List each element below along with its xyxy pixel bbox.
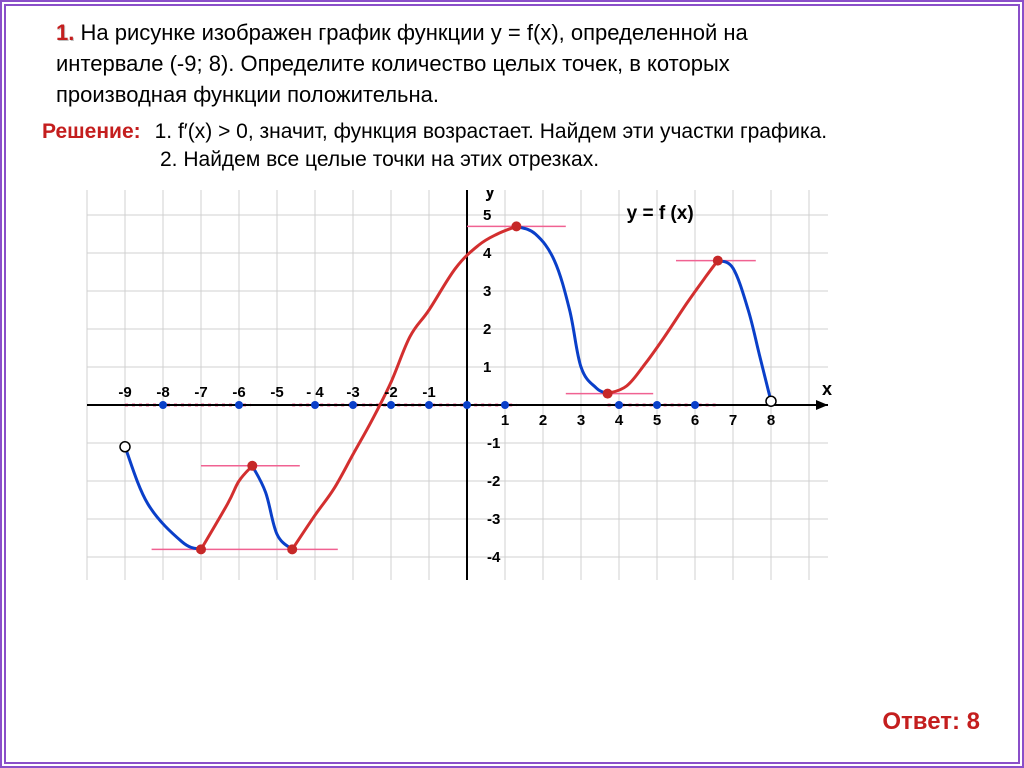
svg-text:х: х bbox=[822, 379, 832, 399]
svg-text:3: 3 bbox=[483, 283, 491, 300]
svg-text:y = f (x): y = f (x) bbox=[627, 203, 694, 224]
svg-text:3: 3 bbox=[577, 412, 585, 429]
svg-text:-7: -7 bbox=[194, 384, 207, 401]
svg-text:6: 6 bbox=[691, 412, 699, 429]
svg-text:-5: -5 bbox=[270, 384, 283, 401]
svg-text:-9: -9 bbox=[118, 384, 131, 401]
solution-label: Решение: bbox=[42, 120, 141, 144]
svg-text:1: 1 bbox=[483, 359, 491, 376]
svg-text:-1: -1 bbox=[487, 435, 500, 452]
svg-text:-8: -8 bbox=[156, 384, 169, 401]
svg-text:4: 4 bbox=[483, 245, 492, 262]
problem-line2: интервале (-9; 8). Определите количество… bbox=[56, 51, 730, 76]
svg-text:-3: -3 bbox=[487, 511, 500, 528]
problem-text: 1. На рисунке изображен график функции у… bbox=[22, 18, 1002, 110]
svg-text:-6: -6 bbox=[232, 384, 245, 401]
svg-text:-2: -2 bbox=[487, 473, 500, 490]
problem-line3: производная функции положительна. bbox=[56, 82, 439, 107]
problem-number: 1. bbox=[56, 20, 74, 45]
svg-text:1: 1 bbox=[501, 412, 509, 429]
svg-text:у: у bbox=[485, 190, 495, 201]
function-chart: -9-8-7-6-5- 4-3-2-112345678-4-3-2-112345… bbox=[77, 190, 937, 580]
chart-container: -9-8-7-6-5- 4-3-2-112345678-4-3-2-112345… bbox=[77, 190, 1002, 585]
page-frame: 1. На рисунке изображен график функции у… bbox=[0, 0, 1024, 768]
svg-text:5: 5 bbox=[653, 412, 661, 429]
svg-text:-1: -1 bbox=[422, 384, 435, 401]
svg-text:-4: -4 bbox=[487, 549, 501, 566]
svg-text:7: 7 bbox=[729, 412, 737, 429]
problem-line1: На рисунке изображен график функции у = … bbox=[80, 20, 747, 45]
solution-step1: 1. f′(x) > 0, значит, функция возрастает… bbox=[155, 120, 828, 144]
svg-text:- 4: - 4 bbox=[306, 384, 324, 401]
solution-step1-row: Решение: 1. f′(x) > 0, значит, функция в… bbox=[22, 120, 1002, 144]
svg-text:2: 2 bbox=[483, 321, 491, 338]
answer-label: Ответ: 8 bbox=[882, 708, 980, 736]
svg-text:8: 8 bbox=[767, 412, 775, 429]
solution-step2: 2. Найдем все целые точки на этих отрезк… bbox=[160, 148, 1002, 172]
svg-text:-3: -3 bbox=[346, 384, 359, 401]
svg-text:5: 5 bbox=[483, 207, 491, 224]
svg-text:4: 4 bbox=[615, 412, 624, 429]
svg-text:-2: -2 bbox=[384, 384, 397, 401]
svg-text:2: 2 bbox=[539, 412, 547, 429]
